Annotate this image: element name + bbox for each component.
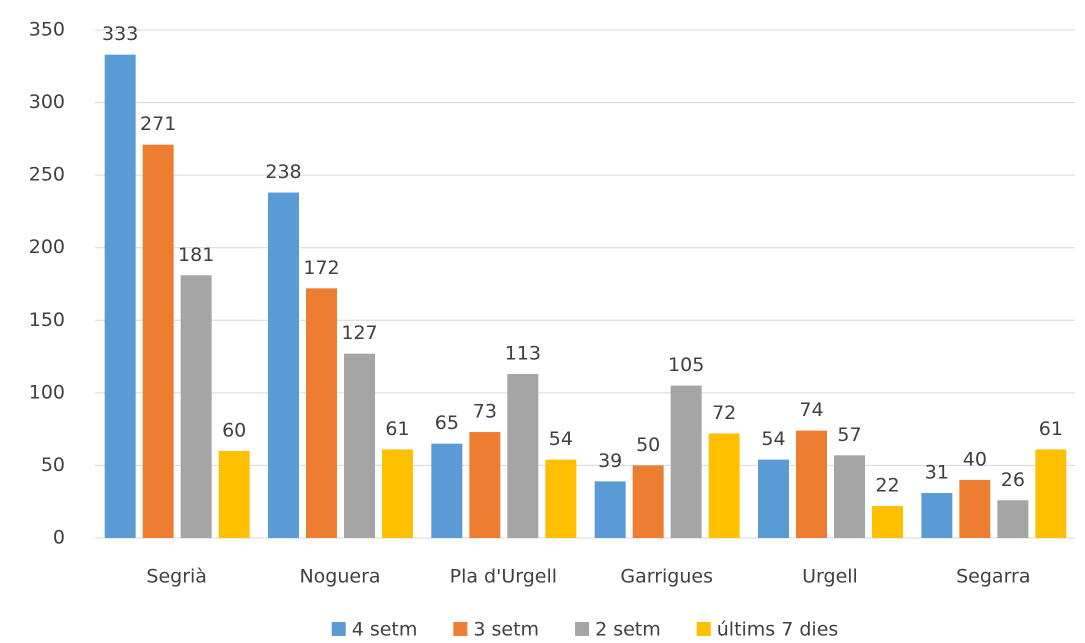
bar	[708, 433, 740, 538]
data-label: 271	[140, 113, 176, 135]
x-tick-label: Noguera	[299, 566, 380, 588]
legend-label: 3 setm	[473, 619, 539, 641]
data-label: 181	[178, 244, 214, 266]
data-label: 54	[761, 428, 785, 450]
bar	[1035, 449, 1067, 538]
data-label: 72	[712, 402, 736, 424]
bar	[268, 192, 299, 538]
data-label: 73	[473, 401, 497, 423]
y-tick-label: 300	[29, 91, 65, 113]
y-tick-label: 50	[41, 454, 65, 476]
bar	[921, 493, 953, 538]
bar	[180, 275, 212, 538]
bar	[431, 443, 463, 538]
legend-swatch	[453, 622, 468, 636]
bar	[872, 506, 903, 538]
bar	[382, 449, 413, 538]
data-label: 74	[799, 399, 823, 421]
data-label: 113	[505, 342, 541, 364]
y-tick-label: 100	[29, 381, 65, 403]
data-label: 333	[102, 23, 138, 45]
bar	[632, 465, 664, 538]
legend-swatch	[696, 622, 711, 636]
data-label: 57	[837, 424, 861, 446]
data-label: 50	[636, 434, 660, 456]
legend-label: 2 setm	[595, 619, 661, 641]
bar	[834, 455, 865, 538]
bar	[218, 450, 250, 538]
data-label: 54	[549, 428, 573, 450]
bar	[997, 500, 1029, 538]
data-label: 172	[303, 257, 339, 279]
data-label: 39	[598, 450, 622, 472]
bar	[104, 54, 136, 538]
bar	[796, 430, 827, 538]
bar	[306, 288, 337, 538]
y-tick-label: 150	[29, 309, 65, 331]
legend-swatch	[331, 622, 346, 636]
data-label: 65	[435, 412, 459, 434]
data-label: 40	[963, 448, 987, 470]
x-tick-label: Segrià	[146, 566, 207, 588]
bar	[594, 481, 626, 538]
data-label: 26	[1001, 469, 1025, 491]
x-tick-label: Pla d'Urgell	[450, 566, 557, 588]
bar	[545, 459, 577, 538]
data-label: 61	[1039, 418, 1063, 440]
bar	[959, 479, 991, 538]
bar	[758, 459, 789, 538]
bar	[507, 373, 539, 538]
y-tick-label: 0	[53, 527, 65, 549]
bar	[142, 144, 174, 539]
y-tick-label: 200	[29, 236, 65, 258]
y-tick-label: 250	[29, 164, 65, 186]
data-label: 127	[341, 322, 377, 344]
legend-label: 4 setm	[352, 619, 418, 641]
data-label: 60	[222, 419, 246, 441]
x-tick-label: Garrigues	[620, 566, 713, 588]
bar	[344, 353, 375, 538]
data-label: 22	[875, 475, 899, 497]
data-label: 238	[265, 161, 301, 183]
legend-label: últims 7 dies	[717, 619, 839, 641]
y-tick-label: 350	[29, 19, 65, 41]
data-label: 31	[925, 462, 949, 484]
x-tick-label: Segarra	[956, 566, 1030, 588]
data-label: 61	[385, 418, 409, 440]
legend-swatch	[575, 622, 590, 636]
bar	[670, 385, 702, 538]
bar	[469, 432, 501, 538]
x-tick-label: Urgell	[802, 566, 858, 588]
data-label: 105	[668, 354, 704, 376]
